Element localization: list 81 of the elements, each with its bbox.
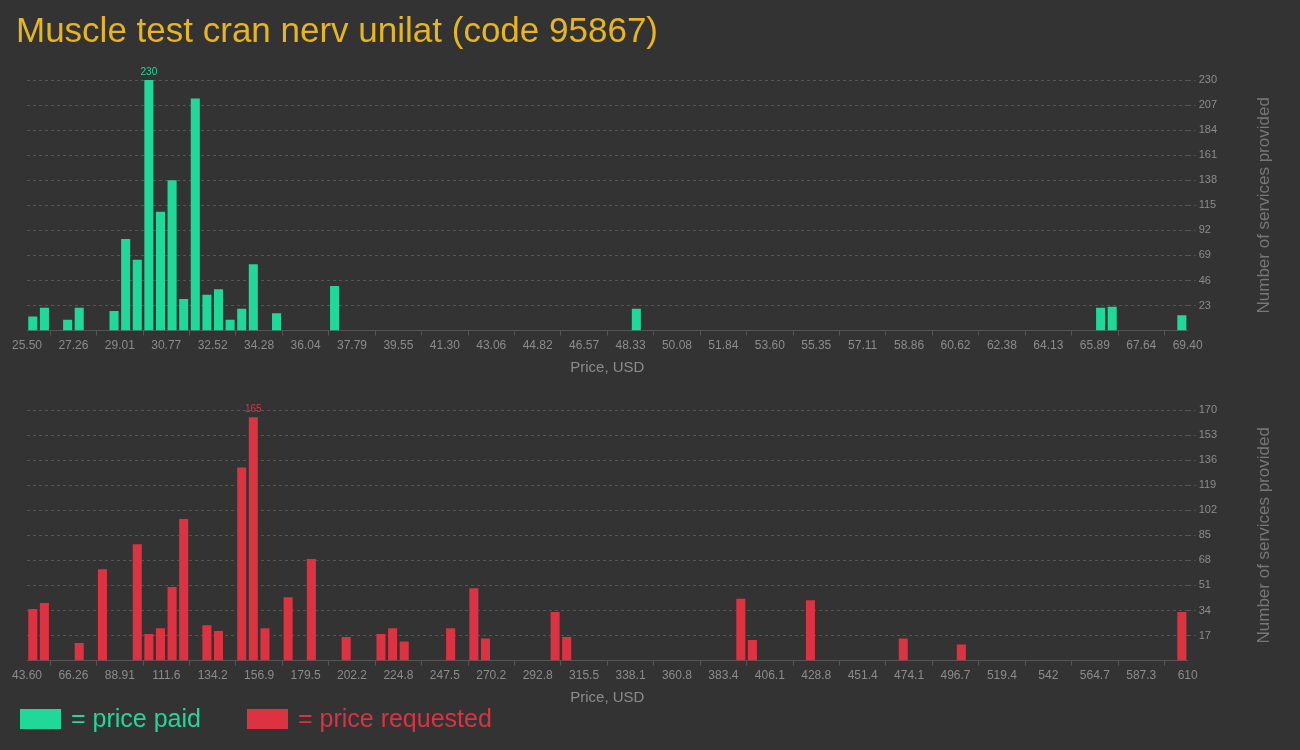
x-tick-label: 156.9 [244,668,275,683]
x-tick-label: 564.7 [1079,668,1111,683]
x-tick-label: 202.2 [336,668,368,683]
data-label: 230 [140,65,158,77]
x-tick-label: 48.33 [615,338,646,353]
y-tick-label: 161 [1198,148,1218,161]
x-tick-label: 474.1 [894,668,925,683]
x-tick-label: 27.26 [58,338,89,353]
x-tick-label: 30.77 [151,338,182,353]
x-tick-label: 62.38 [986,338,1018,353]
data-label: 165 [244,403,263,415]
chart-title: Muscle test cran nerv unilat (code 95867) [15,9,659,51]
x-tick-label: 43.06 [476,338,507,353]
x-tick-label: 29.01 [104,338,136,353]
x-tick-label: 46.57 [569,338,600,353]
x-tick-label: 51.84 [708,338,739,353]
x-tick-label: 58.86 [894,338,925,353]
y-tick-label: 46 [1198,273,1211,286]
x-tick-label: 496.7 [940,668,971,683]
x-tick-label: 428.8 [801,668,832,683]
x-tick-label: 338.1 [615,668,646,683]
y-tick-label: 68 [1198,553,1211,566]
y-tick-label: 184 [1198,123,1218,136]
x-tick-label: 57.11 [848,338,878,353]
legend-label: = price paid [71,704,201,733]
y-tick-label: 102 [1198,503,1218,516]
y-axis-title: Number of services provided [1253,427,1273,644]
x-tick-label: 179.5 [290,668,321,683]
x-tick-label: 406.1 [754,668,786,683]
y-tick-label: 170 [1198,403,1218,416]
x-tick-label: 451.4 [847,668,879,683]
y-tick-label: 119 [1198,478,1217,491]
y-tick-label: 17 [1198,628,1211,641]
x-tick-label: 247.5 [429,668,461,683]
y-axis-title: Number of services provided [1253,97,1273,314]
x-tick-label: 88.91 [104,668,136,683]
y-tick-label: 92 [1198,223,1211,236]
x-tick-label: 50.08 [661,338,693,353]
y-tick-label: 34 [1198,603,1211,616]
x-axis-title: Price, USD [570,688,645,706]
y-tick-label: 51 [1198,578,1211,591]
y-tick-label: 85 [1198,528,1211,541]
x-tick-label: 315.5 [569,668,600,683]
x-tick-label: 37.79 [336,338,368,353]
x-tick-label: 60.62 [940,338,971,353]
x-tick-label: 610 [1177,668,1198,683]
x-tick-label: 65.89 [1079,338,1111,353]
x-tick-label: 542 [1038,668,1059,683]
x-tick-label: 41.30 [429,338,461,353]
x-tick-label: 34.28 [244,338,275,353]
x-tick-label: 292.8 [522,668,554,683]
x-tick-label: 383.4 [708,668,739,683]
y-tick-label: 153 [1198,428,1218,441]
x-tick-label: 111.6 [152,668,181,683]
y-tick-label: 207 [1198,98,1218,111]
x-tick-label: 39.55 [383,338,414,353]
x-tick-label: 44.82 [522,338,554,353]
x-tick-label: 43.60 [11,668,43,683]
y-tick-label: 136 [1198,453,1218,466]
y-tick-label: 138 [1198,173,1218,186]
x-tick-label: 32.52 [197,338,229,353]
y-tick-label: 23 [1198,298,1211,311]
x-tick-label: 53.60 [754,338,786,353]
x-tick-label: 55.35 [801,338,832,353]
x-tick-label: 36.04 [290,338,321,353]
x-tick-label: 25.50 [11,338,43,353]
y-tick-label: 230 [1198,73,1218,86]
x-tick-label: 587.3 [1126,668,1157,683]
x-tick-label: 67.64 [1126,338,1157,353]
x-tick-label: 519.4 [986,668,1018,683]
x-tick-label: 360.8 [661,668,693,683]
legend-label: = price requested [297,704,492,733]
y-tick-label: 115 [1198,198,1217,211]
x-tick-label: 270.2 [476,668,507,683]
x-tick-label: 64.13 [1033,338,1064,353]
x-tick-label: 134.2 [197,668,229,683]
x-axis-title: Price, USD [570,358,645,376]
y-tick-label: 69 [1198,248,1211,261]
x-tick-label: 224.8 [383,668,414,683]
x-tick-label: 69.40 [1172,338,1203,353]
x-tick-label: 66.26 [58,668,89,683]
